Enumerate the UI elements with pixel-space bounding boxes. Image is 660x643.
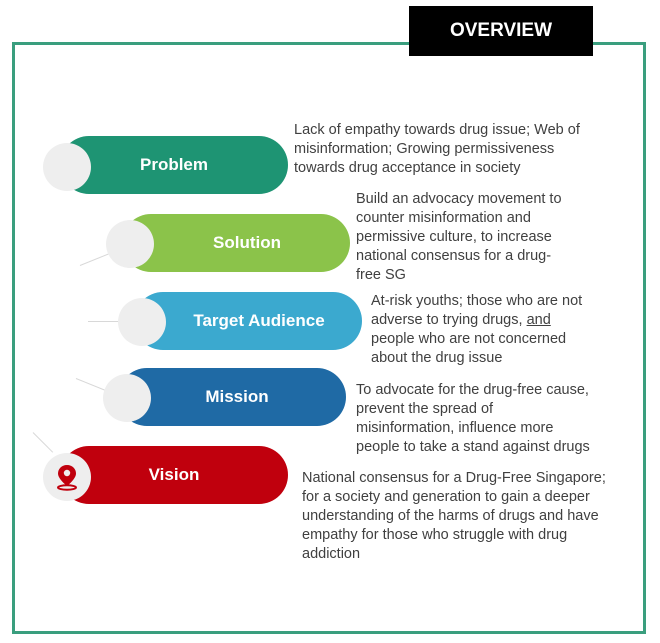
pill-problem: Problem [60,136,288,194]
pill-mission: Mission [118,368,346,426]
circle-mission [103,374,151,422]
pill-target-audience: Target Audience [134,292,362,350]
circle-problem [43,143,91,191]
circle-solution [106,220,154,268]
location-pin-icon [57,465,77,491]
pill-vision-label: Vision [148,465,200,484]
circle-target-audience [118,298,166,346]
pill-solution: Solution [122,214,350,272]
pill-problem-label: Problem [139,155,209,174]
desc-mission: To advocate for the drug-free cause, pre… [356,382,590,455]
desc-problem: Lack of empathy towards drug issue; Web … [294,122,580,176]
pill-mission-label: Mission [205,387,269,406]
desc-target-audience: At-risk youths; those who are not advers… [371,293,583,366]
desc-vision: National consensus for a Drug-Free Singa… [302,470,606,562]
pill-target-audience-label: Target Audience [193,311,325,330]
circle-vision [43,453,91,501]
pill-solution-label: Solution [213,233,281,252]
leader-line-target-audience [88,321,124,322]
overview-title: OVERVIEW [409,6,593,56]
desc-solution: Build an advocacy movement to counter mi… [356,191,562,283]
pill-vision: Vision [60,446,288,504]
